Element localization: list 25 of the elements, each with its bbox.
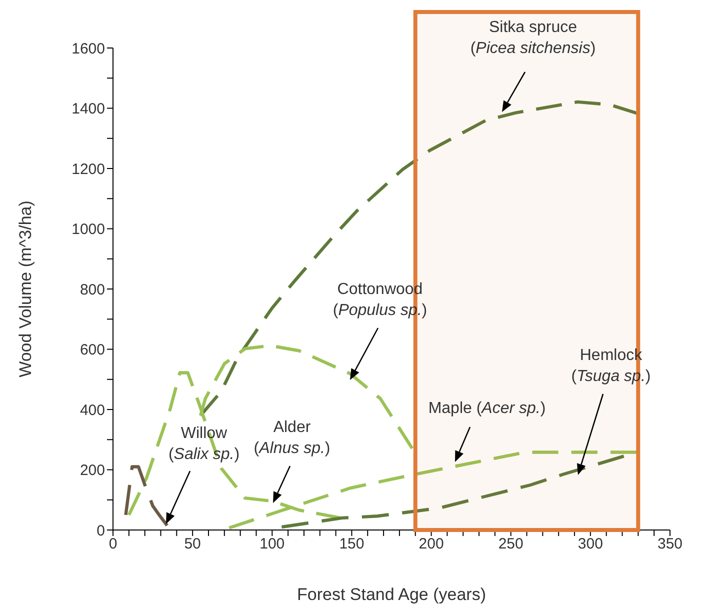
y-tick-label: 600 (80, 342, 105, 359)
x-tick-label: 250 (498, 536, 524, 553)
x-tick-label: 300 (578, 536, 603, 553)
x-tick-label: 200 (418, 536, 444, 553)
x-tick-label: 350 (657, 536, 683, 553)
y-tick-label: 1000 (72, 221, 105, 238)
line-series (124, 465, 169, 528)
y-tick-label: 400 (80, 402, 105, 419)
y-tick-label: 1600 (72, 40, 105, 58)
x-axis-title: Forest Stand Age (years) (297, 585, 486, 604)
line-series (280, 454, 626, 529)
series-label: Willow (Salix sp.) (168, 425, 240, 463)
y-tick-label: 800 (80, 281, 105, 298)
x-tick-label: 100 (260, 536, 285, 553)
y-tick-label: 1400 (72, 100, 105, 118)
x-tick-label: 50 (184, 536, 201, 553)
y-tick-label: 0 (96, 522, 105, 540)
y-axis-title: Wood Volume (m^3/ha) (16, 200, 36, 378)
x-tick-label: 0 (108, 536, 118, 553)
text: Sitka spruce (Picea sitchensis) (470, 19, 596, 57)
y-tick-label: 200 (80, 462, 105, 480)
x-tick-label: 150 (339, 536, 364, 553)
text: Maple (Acer sp.) (428, 400, 546, 417)
text: Alder (Alnus sp.) (254, 419, 330, 457)
y-tick-label: 1200 (72, 160, 105, 178)
